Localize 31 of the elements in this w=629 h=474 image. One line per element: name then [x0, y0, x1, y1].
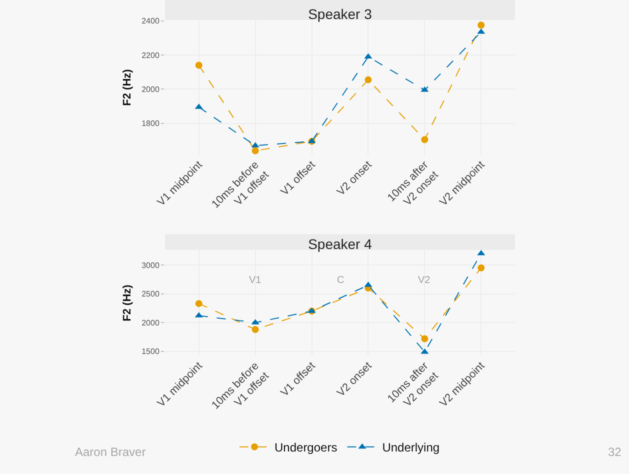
- y-tick-label: 1800: [142, 119, 160, 128]
- point: [195, 62, 202, 69]
- legend-label: Undergoers: [274, 440, 338, 454]
- chart-title: Speaker 4: [308, 236, 372, 252]
- legend-label: Underlying: [382, 440, 440, 454]
- y-axis-title: F2 (Hz): [121, 284, 134, 322]
- y-tick-label: 2500: [142, 290, 160, 299]
- text: 32: [608, 445, 622, 459]
- text: Aaron Braver: [75, 445, 146, 459]
- y-tick-label: 2400: [142, 16, 160, 26]
- annotation: V2: [418, 275, 431, 286]
- point: [478, 264, 485, 272]
- point: [421, 136, 428, 144]
- y-tick-label: 3000: [142, 260, 160, 270]
- point: [421, 335, 428, 342]
- point: [478, 22, 485, 29]
- point: [195, 300, 202, 308]
- point: [252, 326, 259, 333]
- point: [420, 348, 429, 354]
- point: [477, 28, 486, 34]
- y-tick-label: 2000: [142, 318, 160, 328]
- y-tick-label: 2200: [142, 50, 160, 60]
- point: [252, 147, 259, 154]
- chart-title: Speaker 3: [308, 6, 372, 22]
- annotation: C: [337, 275, 344, 286]
- y-axis-title: F2 (Hz): [121, 68, 134, 106]
- y-tick-label: 1500: [142, 347, 160, 356]
- point: [477, 250, 486, 256]
- annotation: V1: [249, 275, 262, 286]
- y-tick-label: 2000: [142, 85, 160, 94]
- point: [364, 76, 372, 84]
